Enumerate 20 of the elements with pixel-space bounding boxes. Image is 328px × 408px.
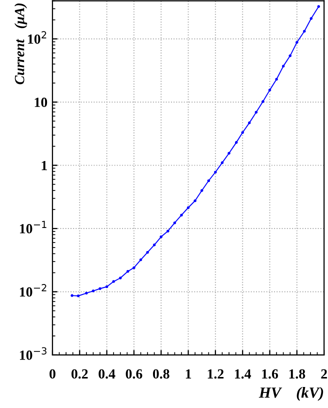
line-series bbox=[70, 5, 320, 298]
y-tick-label: 10$^{−1}$ bbox=[20, 220, 46, 234]
y-tick-label: 10$^{−3}$ bbox=[20, 347, 46, 360]
x-tick-label: 0.4 bbox=[98, 369, 116, 379]
x-tick-label: 1.4 bbox=[235, 369, 252, 379]
x-tick-label: 0.6 bbox=[126, 369, 142, 379]
y-axis-title: Current (μA) bbox=[14, 3, 28, 84]
x-tick-label: 1.6 bbox=[262, 369, 278, 379]
x-tick-label: 2 bbox=[321, 369, 327, 378]
y-tick-label: 1 bbox=[42, 160, 47, 170]
y-tick-label: 10$^{2}$ bbox=[28, 31, 46, 44]
x-tick-label: 1.2 bbox=[208, 369, 224, 379]
x-tick-label: 1 bbox=[186, 369, 192, 378]
x-tick-label: 0.8 bbox=[152, 369, 170, 379]
y-tick-label: 10$^{−2}$ bbox=[20, 284, 46, 297]
x-axis-title: HV (kV) bbox=[258, 387, 324, 401]
x-tick-label: 1.8 bbox=[289, 369, 306, 379]
x-tick-label: 0 bbox=[50, 369, 56, 379]
x-tick-label: 0.2 bbox=[71, 369, 88, 379]
y-tick-label: 10 bbox=[34, 98, 48, 108]
